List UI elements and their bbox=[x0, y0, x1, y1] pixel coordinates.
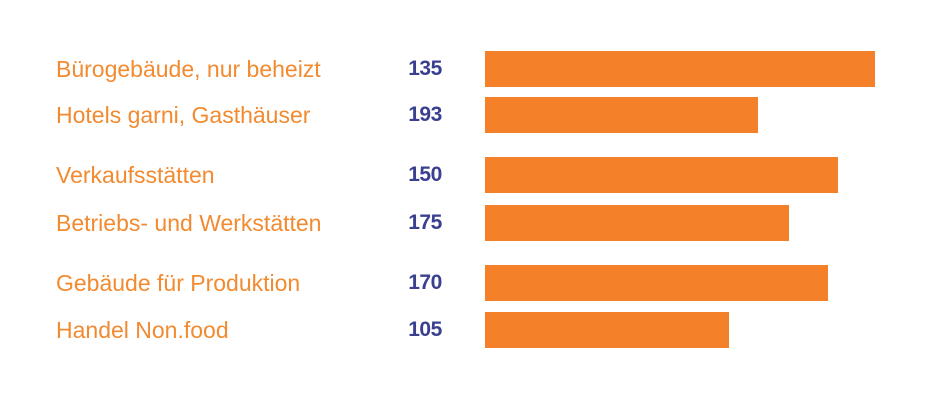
bar bbox=[485, 157, 838, 193]
value-label: 105 bbox=[408, 318, 442, 341]
category-label: Handel Non.food bbox=[56, 317, 229, 343]
category-label: Betriebs- und Werkstätten bbox=[56, 210, 322, 236]
value-label: 175 bbox=[408, 211, 442, 234]
bar bbox=[485, 205, 789, 241]
bar bbox=[485, 97, 758, 133]
value-label: 150 bbox=[408, 163, 442, 186]
value-label: 135 bbox=[408, 57, 442, 80]
bar bbox=[485, 265, 828, 301]
category-label: Hotels garni, Gasthäuser bbox=[56, 102, 311, 128]
value-label: 170 bbox=[408, 271, 442, 294]
category-label: Gebäude für Produktion bbox=[56, 270, 301, 296]
category-label: Verkaufsstätten bbox=[56, 162, 215, 188]
bar bbox=[485, 51, 875, 87]
category-label: Bürogebäude, nur beheizt bbox=[56, 56, 321, 82]
value-label: 193 bbox=[408, 103, 442, 126]
bar bbox=[485, 312, 729, 348]
